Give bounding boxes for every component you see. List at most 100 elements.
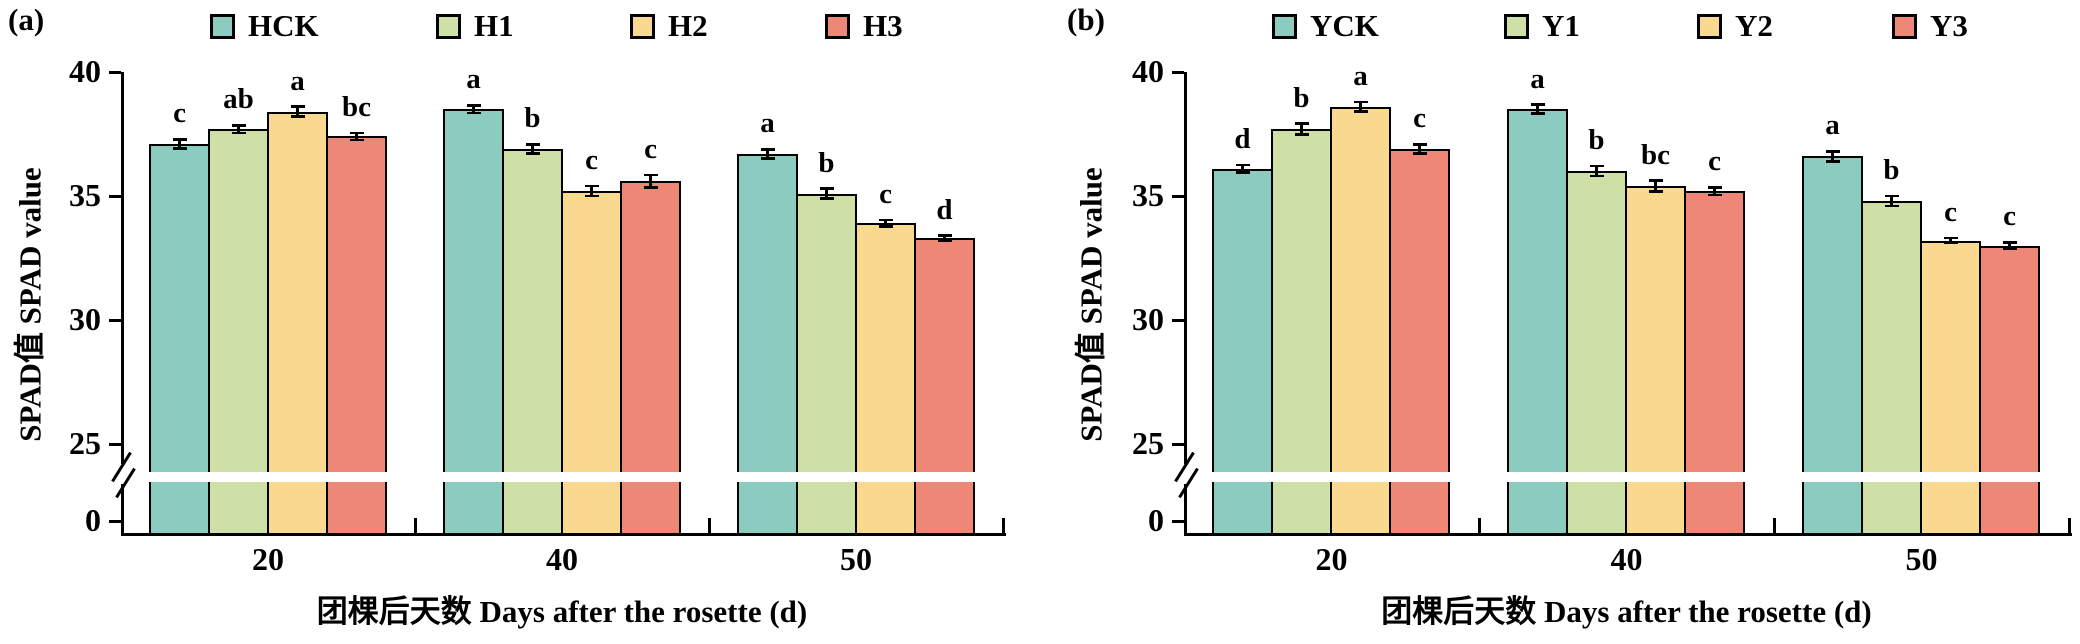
error-bar-line xyxy=(1359,101,1362,112)
error-bar-cap-top xyxy=(1530,103,1545,106)
bar-y3-day20 xyxy=(1389,148,1450,535)
error-bar-line xyxy=(1241,165,1244,173)
legend-swatch-h3 xyxy=(825,14,850,39)
x-tick-label-day20: 20 xyxy=(252,541,284,577)
error-bar-cap-bottom xyxy=(1589,174,1604,178)
error-bar-cap-top xyxy=(1294,122,1309,125)
y-tick xyxy=(109,519,121,523)
panel-b: (b) YCK Y1 Y2 Y3 d b a c 20 a b bc c 40 a b c c 50 40 35 30 25 0… xyxy=(1040,0,2080,644)
bar-y3-day40 xyxy=(1684,191,1745,535)
error-bar-line xyxy=(1536,104,1539,114)
error-bar-cap-top xyxy=(172,138,187,141)
y-axis-title: SPAD值 SPAD value xyxy=(12,167,48,442)
sig-letter-hck-day40: a xyxy=(466,63,481,96)
bar-h1-day50 xyxy=(796,193,857,535)
bar-y2-day50 xyxy=(1920,240,1981,535)
error-bar-line xyxy=(766,149,769,159)
error-bar-line xyxy=(943,235,946,241)
error-bar-line xyxy=(2008,242,2011,249)
error-bar-cap-bottom xyxy=(349,138,364,142)
error-bar-cap-bottom xyxy=(584,194,599,198)
error-bar-cap-top xyxy=(819,187,834,190)
error-bar-cap-bottom xyxy=(878,225,893,228)
y-tick-label: 0 xyxy=(1148,502,1164,538)
bar-h2-day50 xyxy=(855,223,916,535)
sig-letter-hck-day50: a xyxy=(760,107,775,140)
error-bar-cap-bottom xyxy=(937,239,952,242)
sig-letter-y1-day50: b xyxy=(1883,154,1900,186)
x-inner-tick xyxy=(414,518,417,533)
y-tick-label: 35 xyxy=(69,177,101,213)
error-bar-line xyxy=(237,125,240,133)
error-bar-cap-bottom xyxy=(1294,133,1309,136)
legend-label-yck: YCK xyxy=(1310,8,1379,43)
sig-letter-h2-day20: a xyxy=(290,64,305,97)
error-bar-line xyxy=(1949,238,1952,244)
legend-swatch-y2 xyxy=(1697,14,1722,39)
panel-a: (a) HCK H1 H2 H3 c ab a bc 20 a b c c 40 a b c d 50 40 35 30 25… xyxy=(8,2,1006,629)
legend-swatch-y3 xyxy=(1892,14,1917,39)
error-bar-cap-top xyxy=(349,131,364,134)
sig-letter-yck-day20: d xyxy=(1234,123,1251,155)
error-bar-cap-bottom xyxy=(1412,152,1427,155)
axis-break-gap xyxy=(119,464,127,484)
error-bar-cap-top xyxy=(1235,163,1250,167)
error-bar-line xyxy=(1713,187,1716,195)
error-bar-cap-bottom xyxy=(2002,247,2017,251)
sig-letter-h2-day50: c xyxy=(879,178,892,211)
bar-y2-day20 xyxy=(1330,106,1391,535)
error-bar-cap-bottom xyxy=(172,147,187,150)
bar-h1-day20 xyxy=(208,129,269,535)
legend-swatch-y1 xyxy=(1504,14,1529,39)
y-axis-line xyxy=(121,72,124,536)
legend-swatch-h2 xyxy=(630,14,655,39)
error-bar-cap-top xyxy=(937,234,952,237)
x-axis-title: 团棵后天数 Days after the rosette (d) xyxy=(1381,594,1872,629)
sig-letter-y3-day40: c xyxy=(1708,145,1721,178)
error-bar-line xyxy=(1654,180,1657,192)
error-bar-line xyxy=(1831,151,1834,162)
y-tick xyxy=(109,318,121,322)
error-bar-cap-bottom xyxy=(231,131,246,134)
error-bar-cap-bottom xyxy=(1943,241,1958,245)
error-bar-line xyxy=(884,220,887,227)
bar-yck-day40 xyxy=(1507,109,1568,535)
error-bar-line xyxy=(1890,196,1893,206)
error-bar-cap-top xyxy=(878,218,893,222)
axis-break-gap xyxy=(1182,464,1190,484)
legend-swatch-hck xyxy=(210,14,235,39)
error-bar-cap-top xyxy=(466,104,481,107)
x-tick-label-day40: 40 xyxy=(1610,541,1643,577)
error-bar-cap-top xyxy=(1707,186,1722,189)
error-bar-cap-top xyxy=(2002,241,2017,244)
bar-y3-day50 xyxy=(1979,245,2040,535)
error-bar-line xyxy=(531,144,534,154)
error-bar-cap-bottom xyxy=(1648,190,1663,193)
sig-letter-h3-day20: bc xyxy=(342,90,371,123)
error-bar-cap-top xyxy=(1589,164,1604,168)
legend-label-h2: H2 xyxy=(668,8,708,43)
sig-letter-y1-day40: b xyxy=(1588,124,1605,157)
error-bar-cap-top xyxy=(231,124,246,127)
y-tick-label: 30 xyxy=(69,301,101,337)
sig-letter-y3-day20: c xyxy=(1413,102,1426,135)
y-tick xyxy=(109,442,121,446)
error-bar-cap-top xyxy=(1648,179,1663,182)
axis-break-band xyxy=(1188,472,2067,482)
x-inner-tick xyxy=(1773,518,1776,533)
x-axis-line xyxy=(1184,532,2072,536)
error-bar-line xyxy=(1418,144,1421,154)
sig-letter-h3-day50: d xyxy=(936,193,953,226)
sig-letter-yck-day40: a xyxy=(1530,62,1545,95)
error-bar-cap-bottom xyxy=(525,152,540,155)
error-bar-cap-bottom xyxy=(1825,160,1840,163)
bar-yck-day50 xyxy=(1802,156,1863,535)
bar-h3-day20 xyxy=(326,136,387,535)
error-bar-cap-top xyxy=(290,105,305,108)
y-tick-label: 35 xyxy=(1132,177,1164,213)
legend-swatch-yck xyxy=(1272,14,1297,39)
sig-letter-hck-day20: c xyxy=(173,97,186,130)
x-inner-tick xyxy=(1478,518,1481,533)
sig-letter-y3-day50: c xyxy=(2003,200,2016,233)
